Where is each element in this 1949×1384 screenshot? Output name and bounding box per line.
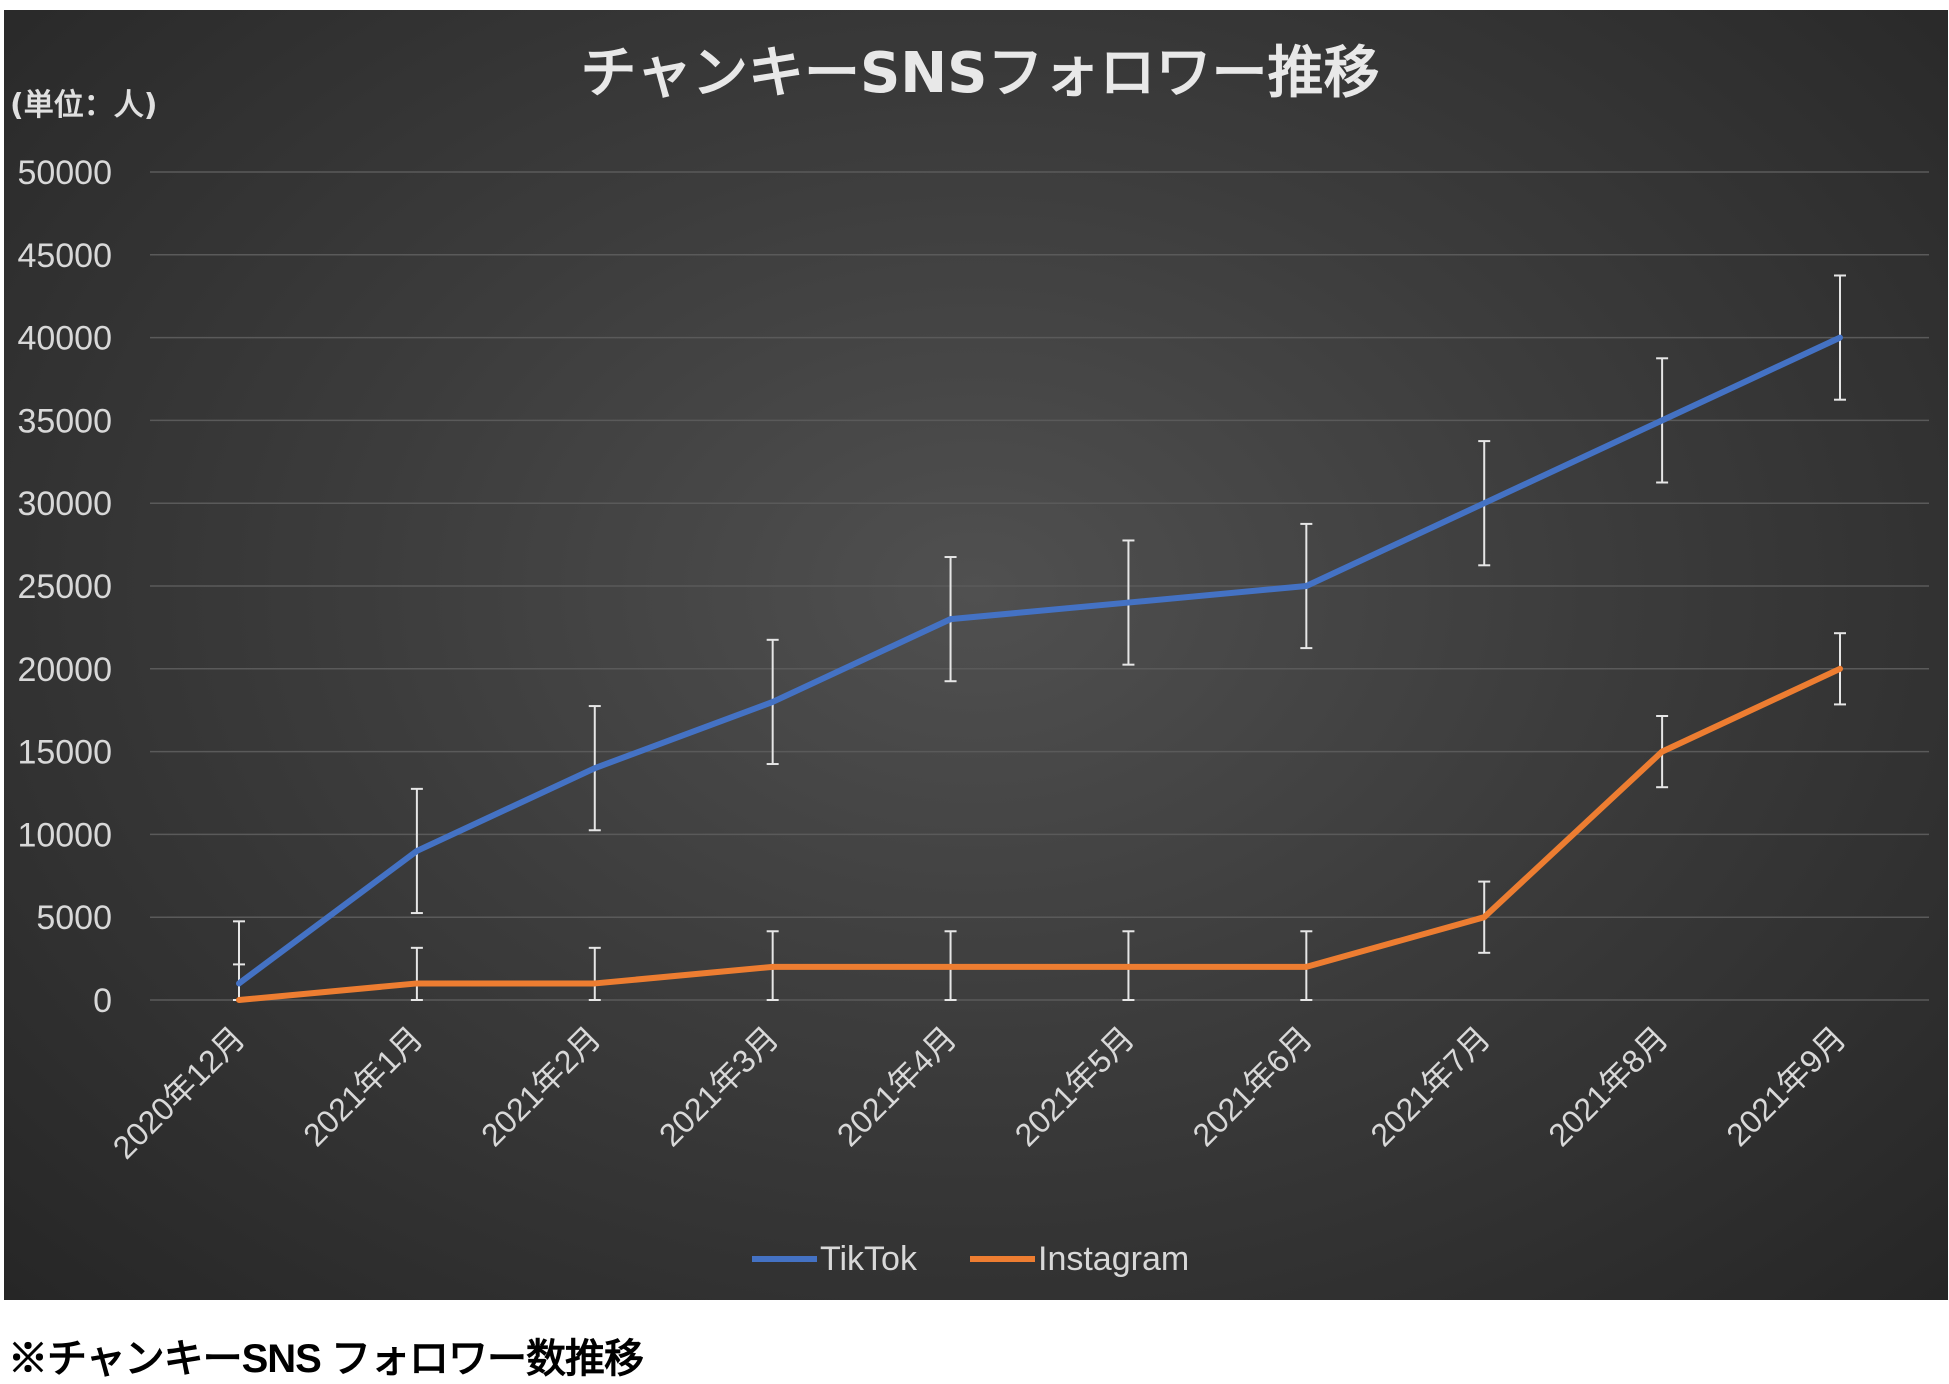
y-tick-label: 50000 bbox=[17, 154, 112, 192]
x-tick-label: 2021年9月 bbox=[1719, 1019, 1853, 1153]
x-tick-label: 2021年6月 bbox=[1186, 1019, 1320, 1153]
y-tick-label: 5000 bbox=[36, 899, 112, 937]
x-tick-label: 2020年12月 bbox=[106, 1019, 252, 1165]
x-tick-label: 2021年5月 bbox=[1008, 1019, 1142, 1153]
series-line-instagram bbox=[236, 665, 1843, 1003]
y-axis-unit-label: (単位：人) bbox=[10, 88, 157, 123]
legend-label: TikTok bbox=[820, 1240, 918, 1278]
y-tick-label: 0 bbox=[93, 982, 112, 1020]
x-tick-label: 2021年4月 bbox=[830, 1019, 964, 1153]
legend-label: Instagram bbox=[1038, 1240, 1189, 1278]
series-line-tiktok bbox=[236, 334, 1843, 987]
y-tick-label: 45000 bbox=[17, 237, 112, 275]
y-tick-label: 40000 bbox=[17, 320, 112, 358]
y-tick-label: 20000 bbox=[17, 651, 112, 689]
y-tick-label: 30000 bbox=[17, 485, 112, 523]
figure-caption: ※チャンキーSNS フォロワー数推移 bbox=[8, 1337, 644, 1381]
y-tick-label: 10000 bbox=[17, 816, 112, 854]
y-tick-label: 25000 bbox=[17, 568, 112, 606]
chart-background bbox=[4, 10, 1948, 1300]
x-tick-label: 2021年2月 bbox=[474, 1019, 608, 1153]
x-tick-label: 2021年3月 bbox=[652, 1019, 786, 1153]
x-tick-label: 2021年8月 bbox=[1541, 1019, 1675, 1153]
y-tick-label: 15000 bbox=[17, 734, 112, 772]
y-tick-label: 35000 bbox=[17, 402, 112, 440]
x-tick-label: 2021年1月 bbox=[296, 1019, 430, 1153]
chart-title: チャンキーSNSフォロワー推移 bbox=[581, 41, 1380, 106]
x-tick-label: 2021年7月 bbox=[1364, 1019, 1498, 1153]
